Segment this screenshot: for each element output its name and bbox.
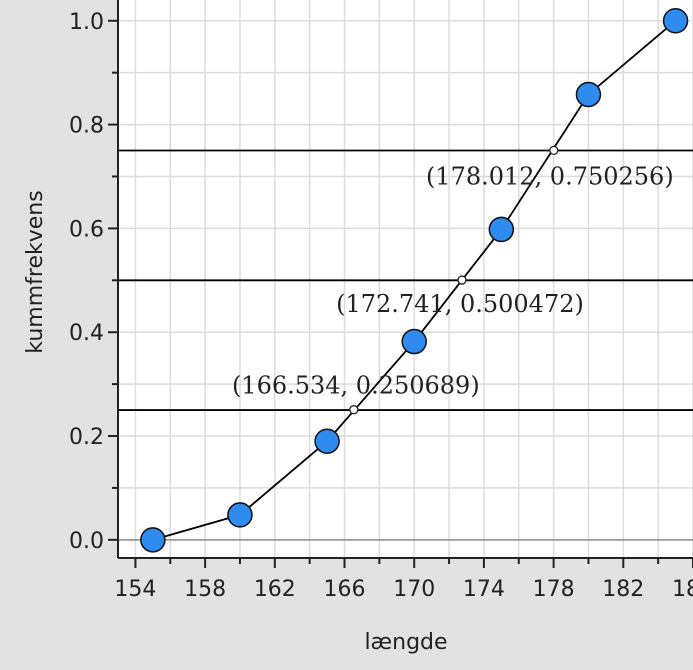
x-tick-label: 154 xyxy=(114,577,156,602)
data-point xyxy=(314,428,340,454)
x-tick-label: 162 xyxy=(254,577,296,602)
y-tick-label: 1.0 xyxy=(69,10,104,35)
y-tick-label: 0.8 xyxy=(69,114,104,139)
y-axis-title: kummfrekvens xyxy=(23,190,48,353)
axes xyxy=(117,0,693,559)
y-tick-label: 0.4 xyxy=(69,321,104,346)
reference-lines xyxy=(118,149,693,411)
intersections-layer: (166.534, 0.250689) (172.741, 0.500472) (1… xyxy=(232,145,674,415)
data-point xyxy=(575,81,602,108)
data-point xyxy=(140,527,166,553)
series-layer xyxy=(140,8,689,553)
intersection-point xyxy=(349,405,359,415)
y-ticks: 0.0 0.2 0.4 0.6 0.8 1.0 xyxy=(69,10,118,554)
data-point xyxy=(227,502,253,528)
x-tick-label: 174 xyxy=(463,577,505,602)
x-axis-title: længde xyxy=(364,630,447,655)
intersection-label: (166.534, 0.250689) xyxy=(232,372,480,400)
data-point xyxy=(662,8,689,34)
y-tick-label: 0.2 xyxy=(69,425,104,450)
intersection-point xyxy=(549,145,559,156)
x-ticks: 154 158 162 166 170 174 178 182 186 xyxy=(114,558,693,602)
x-tick-label: 170 xyxy=(393,577,435,602)
x-tick-label: 166 xyxy=(324,577,366,602)
y-tick-label: 0.0 xyxy=(69,529,104,554)
x-tick-label: 186 xyxy=(672,577,693,602)
intersection-label: (178.012, 0.750256) xyxy=(426,162,674,190)
intersection-label: (172.741, 0.500472) xyxy=(336,290,584,318)
x-tick-label: 182 xyxy=(602,577,644,602)
y-tick-label: 0.6 xyxy=(69,217,104,242)
data-point xyxy=(488,216,515,243)
data-point xyxy=(401,328,427,355)
plot-area xyxy=(118,0,693,558)
x-tick-label: 158 xyxy=(184,577,226,602)
x-tick-label: 178 xyxy=(533,577,575,602)
intersection-point xyxy=(457,275,467,285)
